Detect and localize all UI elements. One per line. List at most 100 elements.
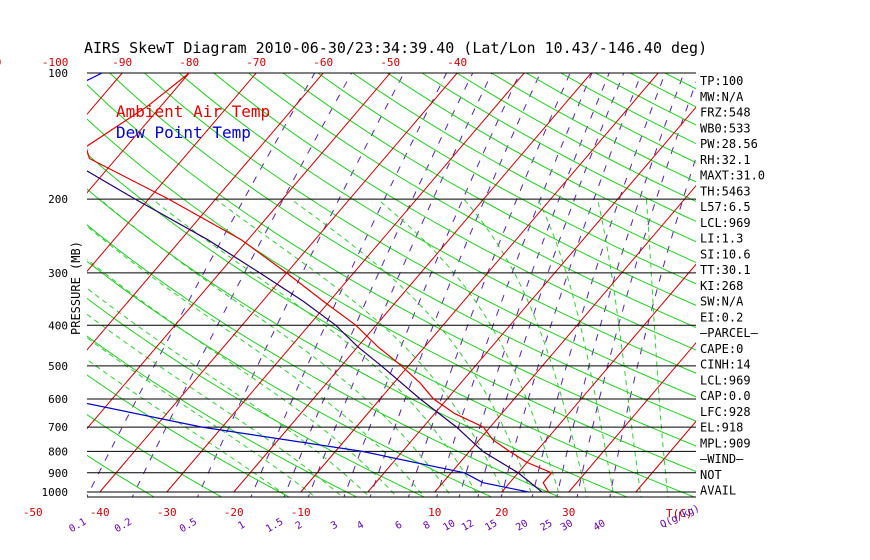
- index-label: EL:918: [700, 421, 743, 435]
- dry-adiabat-line: [525, 73, 696, 164]
- mixing-ratio-tick-label: 0.1: [67, 517, 88, 536]
- dry-adiabat-line: [87, 335, 358, 497]
- isotherm-line: [501, 263, 696, 493]
- index-label: RH:32.1: [700, 153, 751, 167]
- dry-adiabat-line: [491, 73, 696, 183]
- dry-adiabat-line: [87, 454, 156, 497]
- dry-adiabat-line: [87, 297, 426, 497]
- dry-adiabat-line: [282, 73, 696, 306]
- mixing-ratio-line: [458, 73, 610, 497]
- series-line: [87, 170, 543, 493]
- dry-adiabat-line: [317, 73, 696, 285]
- top-temp-tick-label: -60: [313, 56, 333, 69]
- mixing-ratio-tick-label: 2: [294, 520, 305, 533]
- index-label: SW:N/A: [700, 295, 744, 309]
- mixing-ratio-line: [477, 73, 625, 497]
- isotherm-line: [568, 342, 696, 493]
- isotherm-line: [87, 73, 190, 194]
- bottom-temp-tick-label: -40: [90, 506, 110, 519]
- dry-adiabat-line: [87, 153, 696, 497]
- mixing-ratio-line: [307, 73, 493, 497]
- top-temp-tick-label: -50: [380, 56, 400, 69]
- pressure-tick-label: 800: [48, 445, 68, 458]
- mixing-ratio-tick-label: 40: [592, 518, 608, 534]
- dry-adiabat-line: [87, 224, 561, 497]
- dry-adiabat-line: [839, 73, 870, 501]
- series-line: [87, 73, 553, 493]
- index-label: LI:1.3: [700, 232, 743, 246]
- isotherm-line: [0, 73, 55, 492]
- mixing-ratio-line: [609, 155, 696, 497]
- pressure-tick-label: 300: [48, 267, 68, 280]
- bottom-temp-tick-label: -50: [23, 506, 43, 519]
- dry-adiabat-line: [664, 73, 696, 90]
- axis-labels: 100 200 300 400 500 600 700 800 900 1000 -50 -40 -30…: [0, 56, 765, 535]
- isotherm-lines: [0, 73, 696, 493]
- mixing-ratio-tick-label: 0.2: [113, 517, 134, 536]
- dry-adiabat-line: [456, 73, 696, 202]
- moist-adiabat-line: [597, 198, 642, 497]
- top-temp-tick-label: -80: [179, 56, 199, 69]
- dry-adiabat-line: [87, 188, 629, 497]
- top-temp-tick-label: -100: [42, 56, 69, 69]
- mixing-ratio-tick-label: 15: [483, 518, 499, 534]
- isotherm-line: [300, 73, 659, 493]
- mixing-ratio-tick-label: 25: [539, 518, 555, 534]
- isotherm-line: [166, 73, 525, 493]
- bottom-temp-tick-label: -10: [291, 506, 311, 519]
- bottom-temp-tick-label: 30: [562, 506, 575, 519]
- mixing-ratio-line: [131, 73, 353, 497]
- dry-adiabat-line: [352, 73, 696, 264]
- index-label: LFC:928: [700, 405, 751, 419]
- dry-adiabat-line: [109, 73, 696, 422]
- isotherm-line: [367, 106, 696, 493]
- moist-adiabat-line: [215, 198, 507, 497]
- mixing-ratio-line: [369, 73, 541, 497]
- top-temp-tick-label: -90: [112, 56, 132, 69]
- mixing-ratio-line: [556, 73, 685, 497]
- dry-adiabat-line: [804, 73, 870, 501]
- pressure-tick-label: 400: [48, 319, 68, 332]
- isotherm-line: [434, 185, 696, 493]
- dry-adiabat-line: [213, 73, 696, 351]
- pressure-tick-label: 100: [48, 67, 68, 80]
- pressure-tick-label: 900: [48, 467, 68, 480]
- mixing-ratio-tick-label: 0.5: [178, 517, 199, 536]
- chart-title: AIRS SkewT Diagram 2010-06-30/23:34:39.4…: [84, 39, 707, 57]
- mixing-ratio-line: [343, 73, 521, 497]
- index-label: PW:28.56: [700, 137, 758, 151]
- isobar-lines: [87, 72, 696, 498]
- index-label: NOT: [700, 468, 722, 482]
- dry-adiabat-line: [178, 73, 696, 374]
- isotherm-line: [87, 73, 391, 430]
- mixing-ratio-tick-label: 12: [460, 518, 476, 534]
- moist-adiabat-line: [87, 337, 316, 497]
- series-line: [87, 73, 529, 493]
- bottom-temp-tick-label: 20: [495, 506, 508, 519]
- dry-adiabat-line: [144, 73, 696, 398]
- index-label: MAXT:31.0: [700, 169, 765, 183]
- pressure-tick-label: 500: [48, 360, 68, 373]
- index-label: EI:0.2: [700, 310, 743, 324]
- bottom-temp-tick-label: 10: [428, 506, 441, 519]
- isotherm-line: [87, 73, 257, 273]
- bottom-temp-tick-label: -30: [157, 506, 177, 519]
- dry-adiabat-line: [87, 260, 493, 497]
- dry-adiabat-line: [87, 414, 223, 497]
- y-axis-label: PRESSURE (MB): [69, 241, 83, 335]
- legend-ambient-air-temp: Ambient Air Temp: [116, 102, 270, 121]
- index-label: MW:N/A: [700, 90, 744, 104]
- moist-adiabat-line: [463, 198, 588, 497]
- mixing-ratio-line: [196, 73, 405, 497]
- top-temp-tick-label: -40: [447, 56, 467, 69]
- mixing-ratio-tick-label: 20: [514, 518, 530, 534]
- mixing-ratio-tick-label: 1: [236, 520, 247, 533]
- moist-adiabat-line: [376, 198, 561, 497]
- mixing-ratio-line: [250, 73, 447, 497]
- mixing-ratio-tick-label: 8: [422, 520, 433, 533]
- mixing-ratio-line: [283, 73, 474, 497]
- index-label: TP:100: [700, 74, 743, 88]
- dry-adiabat-line: [769, 73, 870, 501]
- moist-adiabat-line: [87, 258, 398, 497]
